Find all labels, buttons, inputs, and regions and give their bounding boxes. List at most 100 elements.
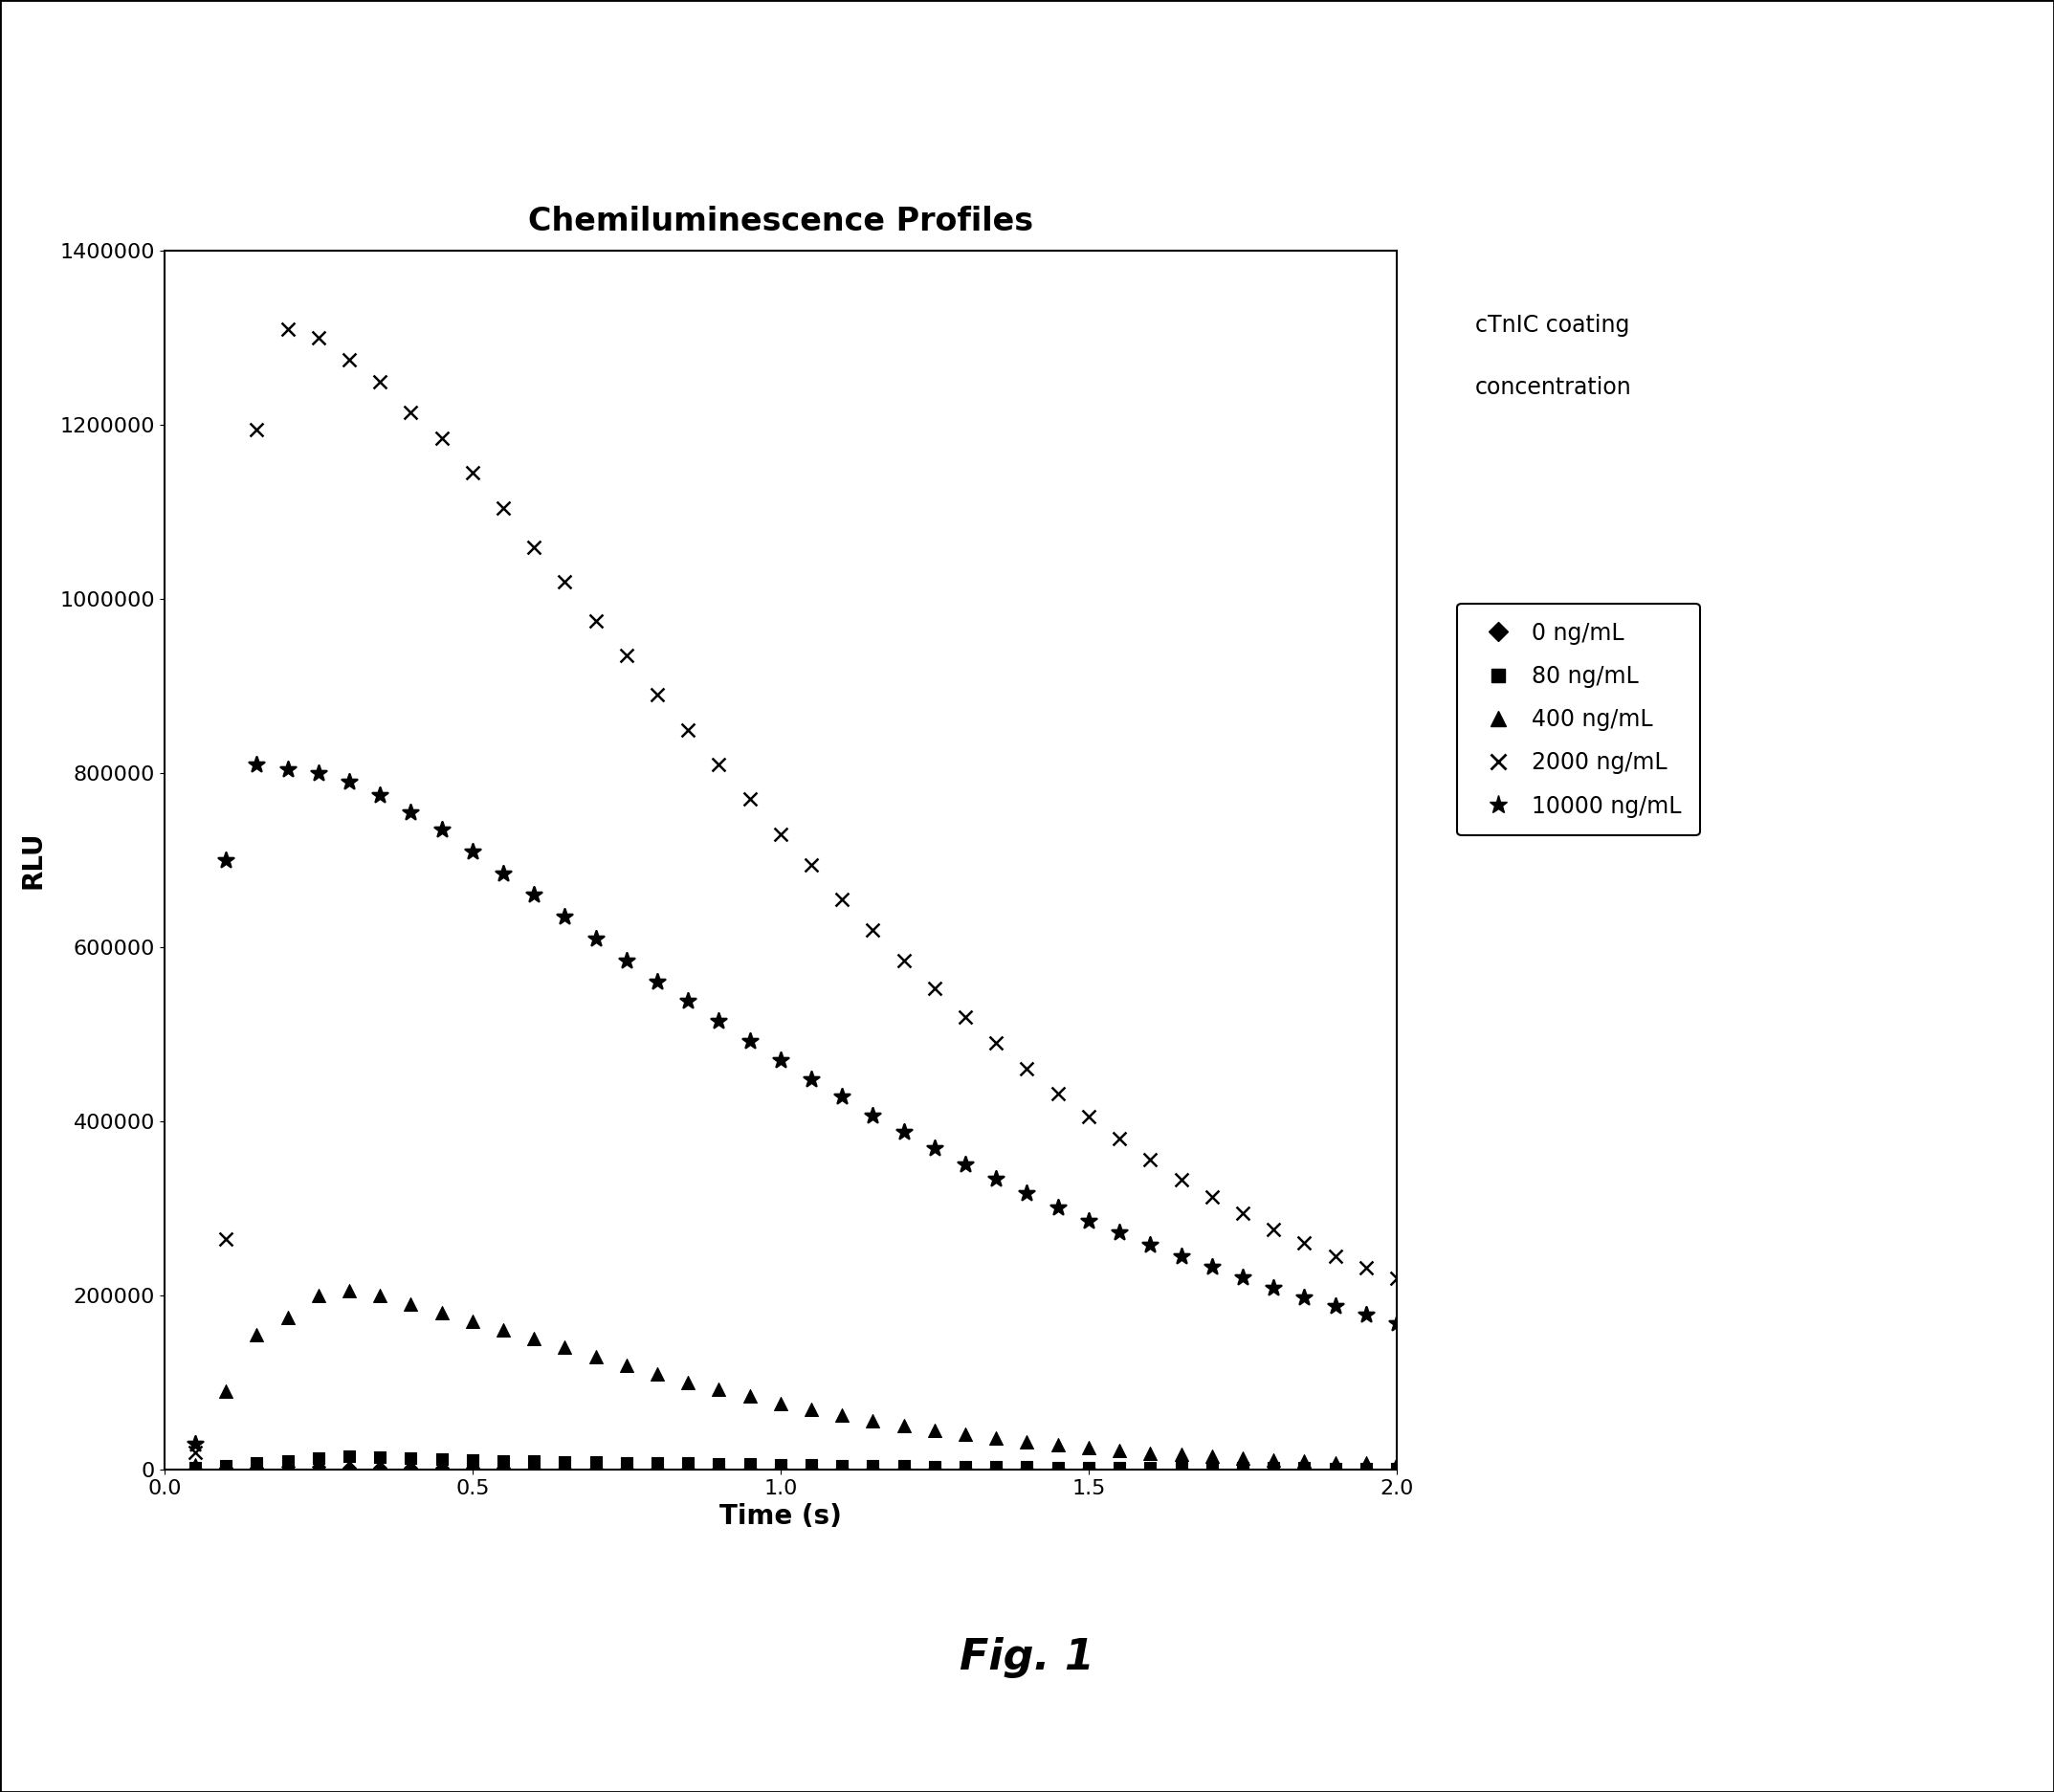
Point [1165,1453,1197,1482]
Point [518,880,550,909]
Point [456,459,489,487]
Text: Fig. 1: Fig. 1 [959,1638,1095,1677]
Point [764,1047,797,1075]
Point [179,1453,212,1482]
Point [1103,1219,1136,1247]
Point [179,1452,212,1480]
Point [548,1453,581,1482]
Point [887,1455,920,1484]
Point [333,1453,366,1482]
Point [364,1443,396,1471]
Point [1103,1124,1136,1152]
Point [487,1453,520,1482]
Point [271,1303,304,1331]
Point [271,754,304,783]
Point [364,1281,396,1310]
Point [1288,1453,1321,1482]
Point [240,751,273,780]
Point [456,1453,489,1482]
Point [302,1281,335,1310]
Point [672,987,705,1016]
Point [364,367,396,396]
Point [394,1290,427,1319]
Point [1319,1455,1352,1484]
Point [1380,1453,1413,1482]
Point [271,1453,304,1482]
Point [1103,1435,1136,1464]
Point [857,1100,889,1129]
Point [425,1299,458,1328]
Point [240,1453,273,1482]
Point [733,1382,766,1410]
Point [610,1453,643,1482]
Point [333,767,366,796]
Point [1041,1193,1074,1222]
Point [918,1416,951,1444]
Point [548,1448,581,1477]
Point [518,1446,550,1475]
Point [487,1446,520,1475]
X-axis label: Time (s): Time (s) [719,1503,842,1530]
Point [887,946,920,975]
Point [1011,1453,1043,1482]
Point [394,797,427,826]
Point [980,1165,1013,1193]
Point [1165,1441,1197,1469]
Point [1349,1450,1382,1478]
Point [579,1453,612,1482]
Point [1195,1253,1228,1281]
Point [333,1443,366,1471]
Point [394,398,427,426]
Point [733,785,766,814]
Point [333,1276,366,1305]
Point [1288,1283,1321,1312]
Point [672,1450,705,1478]
Point [1288,1229,1321,1258]
Point [980,1425,1013,1453]
Point [302,1453,335,1482]
Point [949,1150,982,1179]
Point [1380,1455,1413,1484]
Point [887,1452,920,1480]
Point [887,1412,920,1441]
Point [1041,1079,1074,1107]
Point [333,346,366,375]
Point [1072,1453,1105,1482]
Point [1195,1455,1228,1484]
Point [179,1437,212,1466]
Point [857,916,889,944]
Point [702,1007,735,1036]
Point [1319,1453,1352,1482]
Point [487,493,520,521]
Point [980,1453,1013,1482]
Point [394,1453,427,1482]
Point [1288,1455,1321,1484]
Point [949,1455,982,1484]
Point [1011,1426,1043,1455]
Point [456,1306,489,1335]
Point [795,849,828,878]
Legend: 0 ng/mL, 80 ng/mL, 400 ng/mL, 2000 ng/mL, 10000 ng/mL: 0 ng/mL, 80 ng/mL, 400 ng/mL, 2000 ng/mL… [1456,604,1699,835]
Point [1165,1455,1197,1484]
Point [1349,1453,1382,1482]
Point [302,1444,335,1473]
Point [1134,1145,1167,1174]
Point [702,751,735,780]
Point [1072,1434,1105,1462]
Text: cTnIC coating: cTnIC coating [1475,314,1629,337]
Point [795,1452,828,1480]
Point [1103,1453,1136,1482]
Point [364,781,396,810]
Point [1134,1455,1167,1484]
Point [949,1421,982,1450]
Point [240,1321,273,1349]
Point [1041,1430,1074,1459]
Point [610,642,643,670]
Point [1349,1455,1382,1484]
Point [240,1450,273,1478]
Point [1226,1444,1259,1473]
Point [733,1450,766,1478]
Point [518,1453,550,1482]
Point [672,1367,705,1396]
Point [1041,1455,1074,1484]
